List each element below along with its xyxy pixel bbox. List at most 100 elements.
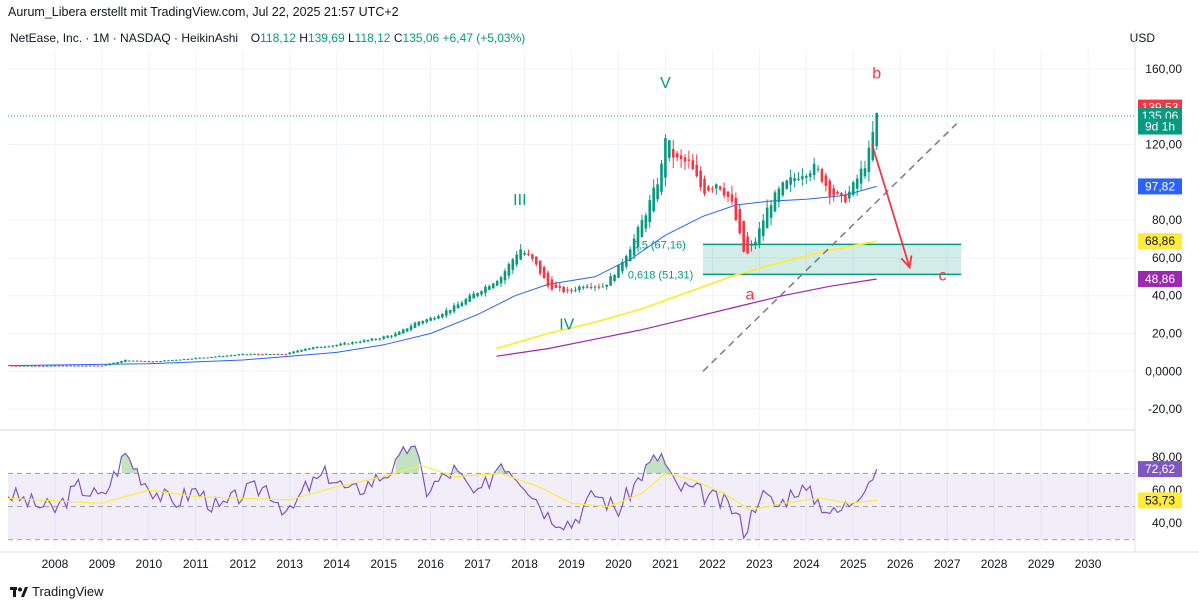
candle-body: [347, 343, 350, 345]
candle-body: [617, 264, 620, 278]
candle-body: [288, 352, 292, 355]
candle-body: [38, 365, 41, 367]
candle-body: [664, 138, 667, 178]
x-tick-label: 2008: [42, 557, 69, 571]
candle-body: [855, 178, 859, 189]
high-label: H: [299, 31, 308, 45]
candle-body: [437, 316, 440, 319]
candle-body: [190, 358, 194, 360]
candle-body: [245, 354, 249, 356]
projection-arrow-line: [871, 144, 911, 268]
candle-body: [147, 361, 151, 363]
candle-body: [711, 188, 714, 190]
candle-body: [81, 365, 84, 367]
candle-body: [88, 365, 92, 367]
price-badge-label: 97,82: [1145, 179, 1175, 193]
candle-body: [18, 365, 22, 367]
candle-body: [178, 359, 182, 361]
low-value: 118,12: [354, 31, 391, 45]
candle-body: [311, 347, 315, 349]
candle-body: [22, 365, 25, 367]
candle-body: [229, 355, 233, 357]
price-badge-label: 68,86: [1145, 234, 1175, 248]
y-tick-label: 20,00: [1152, 327, 1182, 341]
change-value: +6,47 (+5,03%): [442, 31, 526, 45]
candle-body: [816, 168, 820, 170]
candle-body: [308, 348, 311, 350]
candle-body: [296, 350, 299, 353]
candle-body: [601, 286, 605, 288]
x-tick-label: 2030: [1075, 557, 1102, 571]
candle-body: [96, 365, 100, 367]
fib-label: 0,618 (51,31): [628, 269, 693, 281]
candle-body: [108, 363, 112, 366]
price-badge-label: 48,86: [1145, 272, 1175, 286]
candle-body: [793, 178, 796, 181]
candle-body: [628, 249, 632, 262]
x-tick-label: 2024: [793, 557, 820, 571]
candle-body: [198, 357, 202, 359]
candle-body: [155, 361, 159, 363]
x-tick-label: 2012: [229, 557, 256, 571]
wave-label: a: [745, 286, 754, 303]
candle-body: [765, 207, 769, 229]
candle-body: [378, 338, 382, 340]
candle-body: [394, 333, 397, 337]
x-tick-label: 2020: [605, 557, 632, 571]
rsi-y-tick-label: 80,00: [1152, 450, 1182, 464]
candle-body: [253, 354, 256, 356]
candle-body: [104, 364, 108, 366]
candle-body: [758, 228, 761, 244]
candle-body: [194, 357, 198, 359]
candle-body: [390, 335, 393, 337]
candle-body: [409, 325, 413, 330]
x-tick-label: 2023: [746, 557, 773, 571]
candle-body: [319, 346, 323, 348]
candle-body: [65, 365, 68, 367]
candle-body: [433, 317, 436, 320]
candle-body: [174, 359, 178, 361]
wave-label: b: [872, 65, 881, 82]
candle-body: [570, 289, 573, 291]
candle-body: [167, 360, 170, 362]
x-tick-label: 2010: [136, 557, 163, 571]
candle-body: [656, 184, 659, 200]
currency-label[interactable]: USD: [1129, 31, 1155, 45]
y-tick-label: 120,00: [1145, 138, 1182, 152]
candle-body: [797, 179, 800, 181]
candle-body: [221, 356, 225, 358]
candle-body: [456, 304, 460, 309]
candle-body: [41, 365, 45, 367]
candle-body: [292, 351, 295, 354]
candle-body: [683, 157, 687, 162]
candle-body: [527, 253, 530, 255]
candle-body: [14, 365, 18, 367]
x-tick-label: 2025: [840, 557, 867, 571]
x-tick-label: 2019: [558, 557, 585, 571]
candle-body: [163, 360, 166, 362]
candle-body: [742, 221, 745, 252]
chart-grid: [8, 50, 1135, 548]
candle-body: [640, 220, 644, 238]
candle-body: [804, 175, 808, 178]
candle-body: [237, 354, 241, 356]
candle-body: [468, 295, 472, 302]
candle-body: [421, 320, 425, 324]
y-tick-label: 0,0000: [1145, 364, 1182, 378]
footer-brand: TradingView: [10, 584, 104, 599]
candle-body: [761, 220, 765, 236]
candle-body: [624, 255, 628, 267]
x-tick-label: 2009: [89, 557, 116, 571]
candle-body: [398, 331, 401, 335]
candle-body: [554, 284, 558, 288]
candle-body: [503, 271, 507, 281]
candle-body: [703, 178, 706, 194]
high-value: 139,69: [307, 31, 345, 45]
candle-body: [362, 340, 366, 343]
candles: [10, 112, 879, 367]
candle-body: [460, 302, 464, 307]
candle-body: [848, 191, 851, 199]
candle-body: [538, 260, 542, 274]
candle-body: [444, 310, 448, 316]
